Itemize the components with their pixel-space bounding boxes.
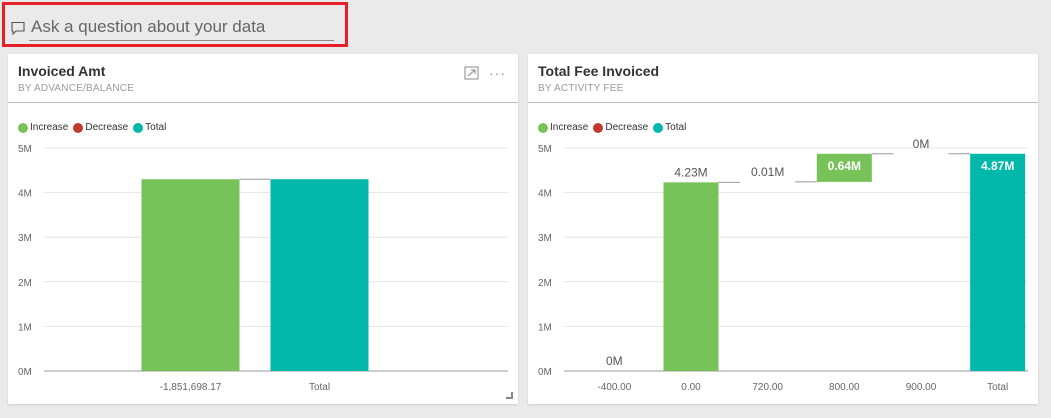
- x-tick-label: 0.00: [681, 382, 701, 393]
- qa-question-box[interactable]: [2, 2, 348, 47]
- tile-subtitle: BY ADVANCE/BALANCE: [18, 83, 135, 94]
- bar-total: [270, 179, 369, 371]
- y-tick-label: 1M: [538, 322, 552, 333]
- bar-increase: [141, 179, 240, 371]
- x-tick-label: 900.00: [906, 382, 937, 393]
- x-tick-label: 720.00: [752, 382, 783, 393]
- legend-swatch-decrease: [73, 122, 84, 133]
- x-tick-label: -1,851,698.17: [160, 382, 222, 393]
- legend-label: Decrease: [605, 122, 649, 133]
- data-label: 4.87M: [981, 159, 1014, 173]
- legend-swatch-increase: [538, 122, 548, 133]
- x-tick-label: -400.00: [597, 382, 631, 393]
- legend-label: Increase: [550, 122, 589, 133]
- waterfall-chart-total-fee: 0M 1M 2M 3M 4M 5M -400.00 0.00 720.00 800.00 900.0…: [538, 137, 1028, 393]
- y-tick-label: 1M: [18, 322, 32, 333]
- legend-item-decrease[interactable]: Decrease: [593, 122, 648, 133]
- legend-label: Decrease: [85, 122, 129, 133]
- x-tick-label: Total: [309, 382, 330, 393]
- legend-swatch-increase: [18, 122, 28, 133]
- data-label: 0M: [606, 354, 623, 368]
- focus-mode-icon[interactable]: [464, 66, 479, 80]
- tile-title: Invoiced Amt: [18, 63, 106, 79]
- y-tick-label: 3M: [18, 233, 32, 244]
- bar-total: [970, 153, 1026, 371]
- speech-bubble-icon: [11, 21, 25, 36]
- legend-label: Increase: [30, 122, 69, 133]
- data-label: 0.64M: [828, 159, 861, 173]
- data-label: 4.23M: [674, 165, 707, 179]
- tile-header: Invoiced Amt BY ADVANCE/BALANCE ···: [8, 54, 518, 103]
- legend-label: Total: [665, 122, 687, 133]
- y-tick-label: 3M: [538, 233, 552, 244]
- x-tick-label: Total: [987, 382, 1008, 393]
- chart-legend: Increase Decrease Total: [538, 122, 686, 133]
- waterfall-chart-invoiced-amt: 0M 1M 2M 3M 4M 5M -1,851,698.17 Total: [18, 144, 508, 393]
- chart-legend: Increase Decrease Total: [18, 122, 166, 133]
- legend-swatch-decrease: [593, 122, 604, 133]
- y-tick-label: 5M: [18, 144, 32, 155]
- y-tick-label: 0M: [538, 367, 552, 378]
- legend-label: Total: [145, 122, 167, 133]
- bar-increase: [816, 153, 872, 182]
- tile-total-fee-invoiced[interactable]: Total Fee Invoiced BY ACTIVITY FEE Incre…: [528, 54, 1038, 404]
- y-tick-label: 2M: [18, 278, 32, 289]
- tile-header: Total Fee Invoiced BY ACTIVITY FEE: [528, 54, 1038, 103]
- legend-item-decrease[interactable]: Decrease: [73, 122, 128, 133]
- y-tick-label: 5M: [538, 144, 552, 155]
- legend-item-total[interactable]: Total: [653, 122, 686, 133]
- legend-item-total[interactable]: Total: [133, 122, 166, 133]
- y-tick-label: 2M: [538, 278, 552, 289]
- x-tick-label: 800.00: [829, 382, 860, 393]
- bar-increase: [663, 182, 719, 371]
- tile-subtitle: BY ACTIVITY FEE: [538, 83, 624, 94]
- data-label: 0.01M: [751, 165, 784, 179]
- legend-swatch-total: [653, 122, 664, 133]
- legend-item-increase[interactable]: Increase: [18, 122, 68, 133]
- y-tick-label: 4M: [18, 189, 32, 200]
- y-tick-label: 4M: [538, 189, 552, 200]
- more-options-icon[interactable]: ···: [489, 65, 506, 81]
- legend-swatch-total: [133, 122, 144, 133]
- tile-title: Total Fee Invoiced: [538, 63, 660, 79]
- legend-item-increase[interactable]: Increase: [538, 122, 588, 133]
- data-label: 0M: [913, 137, 930, 151]
- qa-input[interactable]: [29, 13, 334, 41]
- resize-handle-icon[interactable]: [506, 392, 513, 399]
- tile-actions: ···: [464, 66, 506, 80]
- y-tick-label: 0M: [18, 367, 32, 378]
- tile-invoiced-amt[interactable]: Invoiced Amt BY ADVANCE/BALANCE ··· Incr…: [8, 54, 518, 404]
